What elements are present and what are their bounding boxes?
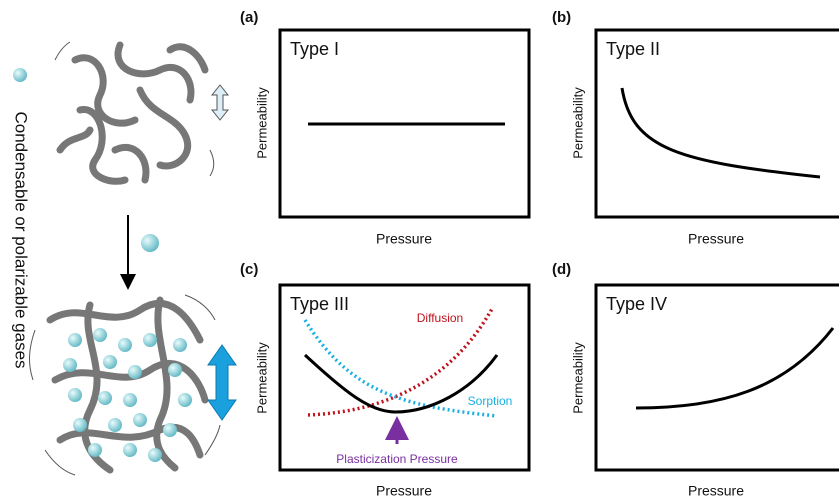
- plot-frame: [594, 283, 839, 472]
- diffusion-curve: [307, 306, 495, 417]
- plot-frame: [278, 283, 531, 472]
- curve: [635, 327, 835, 410]
- annotation: Diffusion: [417, 311, 463, 325]
- panel-label: (a): [240, 9, 258, 26]
- x-axis-label: Pressure: [376, 231, 432, 247]
- x-axis-label: Pressure: [376, 483, 432, 498]
- panel-title: Type IV: [606, 294, 667, 314]
- plot-frame: [278, 28, 531, 219]
- y-axis-label: Permeability: [570, 87, 585, 159]
- polymer-network-bottom: [29, 294, 221, 476]
- y-axis-label: Permeability: [254, 342, 269, 414]
- panel-label: (b): [552, 9, 571, 26]
- illustration: Condensable or polarizable gases: [12, 41, 237, 476]
- curve: [620, 87, 821, 179]
- panel-title: Type I: [290, 39, 339, 59]
- x-axis-label: Pressure: [688, 231, 744, 247]
- panel-label: (d): [552, 261, 571, 278]
- panel-title: Type III: [290, 294, 349, 314]
- curve: [303, 353, 499, 414]
- side-label: Condensable or polarizable gases: [12, 111, 31, 368]
- panel-label: (c): [240, 261, 258, 278]
- sorption-curve: [303, 319, 498, 418]
- y-axis-label: Permeability: [254, 87, 269, 159]
- annotation: Plasticization Pressure: [336, 452, 458, 466]
- annotation: Sorption: [468, 394, 513, 408]
- polymer-network-top: [54, 41, 215, 185]
- panel-title: Type II: [606, 39, 660, 59]
- y-axis-label: Permeability: [570, 342, 585, 414]
- plot-frame: [594, 28, 839, 219]
- x-axis-label: Pressure: [688, 483, 744, 498]
